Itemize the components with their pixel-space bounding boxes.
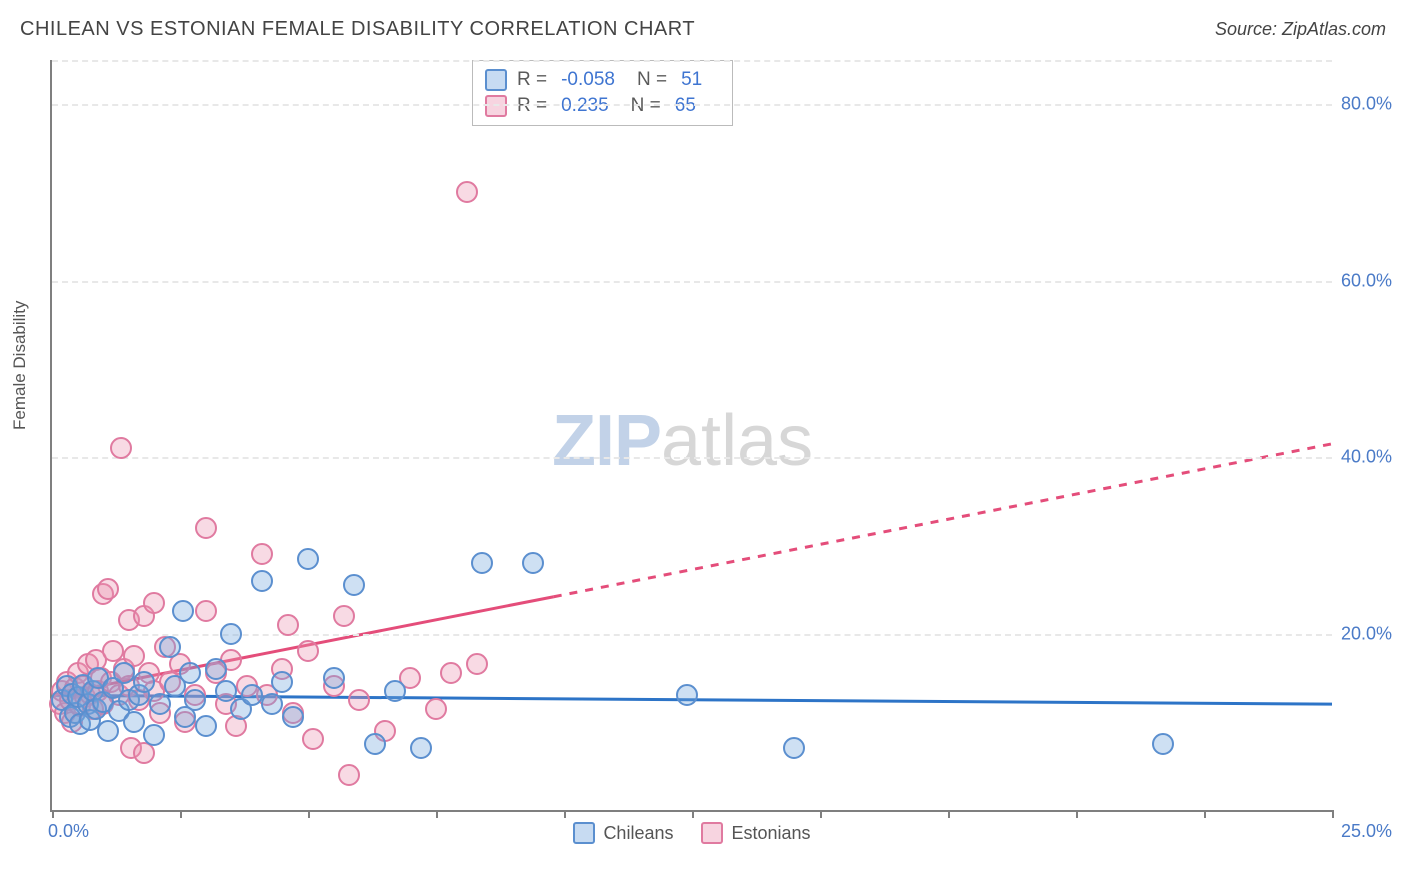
gridline: [52, 281, 1332, 283]
scatter-point: [471, 552, 493, 574]
n-label: N =: [637, 69, 667, 91]
scatter-point: [179, 662, 201, 684]
gridline: [52, 104, 1332, 106]
scatter-point: [364, 733, 386, 755]
swatch-pink: [701, 822, 723, 844]
scatter-point: [271, 671, 293, 693]
gridline: [52, 457, 1332, 459]
scatter-point: [348, 689, 370, 711]
x-tick: [180, 810, 182, 818]
watermark-zip: ZIP: [552, 401, 661, 481]
y-tick-label: 40.0%: [1337, 447, 1392, 468]
scatter-point: [297, 548, 319, 570]
x-tick: [308, 810, 310, 818]
scatter-point: [251, 570, 273, 592]
x-max-label: 25.0%: [1337, 821, 1392, 842]
scatter-point: [220, 623, 242, 645]
x-tick: [1076, 810, 1078, 818]
legend-label: Chileans: [603, 823, 673, 844]
scatter-point: [113, 662, 135, 684]
scatter-point: [172, 600, 194, 622]
scatter-point: [159, 636, 181, 658]
x-tick: [1204, 810, 1206, 818]
x-tick: [564, 810, 566, 818]
scatter-point: [123, 711, 145, 733]
scatter-point: [676, 684, 698, 706]
scatter-point: [425, 698, 447, 720]
scatter-point: [133, 671, 155, 693]
gridline: [52, 634, 1332, 636]
scatter-point: [338, 764, 360, 786]
scatter-point: [97, 720, 119, 742]
scatter-chart: ZIPatlas R = -0.058 N = 51 R = 0.235 N =…: [50, 60, 1332, 812]
scatter-point: [110, 437, 132, 459]
x-tick: [820, 810, 822, 818]
n-value: 51: [677, 69, 714, 91]
y-axis-title: Female Disability: [10, 301, 30, 430]
scatter-point: [195, 715, 217, 737]
scatter-point: [343, 574, 365, 596]
x-tick: [948, 810, 950, 818]
scatter-point: [333, 605, 355, 627]
scatter-point: [195, 600, 217, 622]
scatter-point: [241, 684, 263, 706]
series-legend: Chileans Estonians: [52, 822, 1332, 844]
r-label: R =: [517, 69, 547, 91]
x-tick: [692, 810, 694, 818]
scatter-point: [195, 517, 217, 539]
scatter-point: [184, 689, 206, 711]
scatter-point: [323, 667, 345, 689]
scatter-point: [143, 724, 165, 746]
scatter-point: [384, 680, 406, 702]
legend-label: Estonians: [731, 823, 810, 844]
scatter-point: [277, 614, 299, 636]
x-tick: [436, 810, 438, 818]
legend-item-chileans: Chileans: [573, 822, 673, 844]
scatter-point: [282, 706, 304, 728]
y-tick-label: 60.0%: [1337, 270, 1392, 291]
scatter-point: [261, 693, 283, 715]
scatter-point: [215, 680, 237, 702]
watermark-atlas: atlas: [661, 401, 813, 481]
x-tick: [1332, 810, 1334, 818]
legend-item-estonians: Estonians: [701, 822, 810, 844]
scatter-point: [783, 737, 805, 759]
scatter-point: [410, 737, 432, 759]
scatter-point: [251, 543, 273, 565]
source-attribution: Source: ZipAtlas.com: [1215, 19, 1386, 40]
stat-row: R = -0.058 N = 51: [485, 67, 714, 93]
swatch-blue: [573, 822, 595, 844]
r-value: -0.058: [557, 69, 627, 91]
scatter-point: [149, 693, 171, 715]
scatter-point: [297, 640, 319, 662]
gridline: [52, 60, 1332, 62]
scatter-point: [456, 181, 478, 203]
scatter-point: [205, 658, 227, 680]
scatter-point: [97, 578, 119, 600]
correlation-stats-box: R = -0.058 N = 51 R = 0.235 N = 65: [472, 60, 733, 126]
watermark: ZIPatlas: [552, 400, 813, 482]
scatter-point: [302, 728, 324, 750]
y-tick-label: 80.0%: [1337, 94, 1392, 115]
scatter-point: [1152, 733, 1174, 755]
scatter-point: [143, 592, 165, 614]
scatter-point: [440, 662, 462, 684]
scatter-point: [522, 552, 544, 574]
y-tick-label: 20.0%: [1337, 623, 1392, 644]
chart-title: CHILEAN VS ESTONIAN FEMALE DISABILITY CO…: [20, 18, 695, 41]
x-tick: [52, 810, 54, 818]
scatter-point: [466, 653, 488, 675]
swatch-blue: [485, 69, 507, 91]
